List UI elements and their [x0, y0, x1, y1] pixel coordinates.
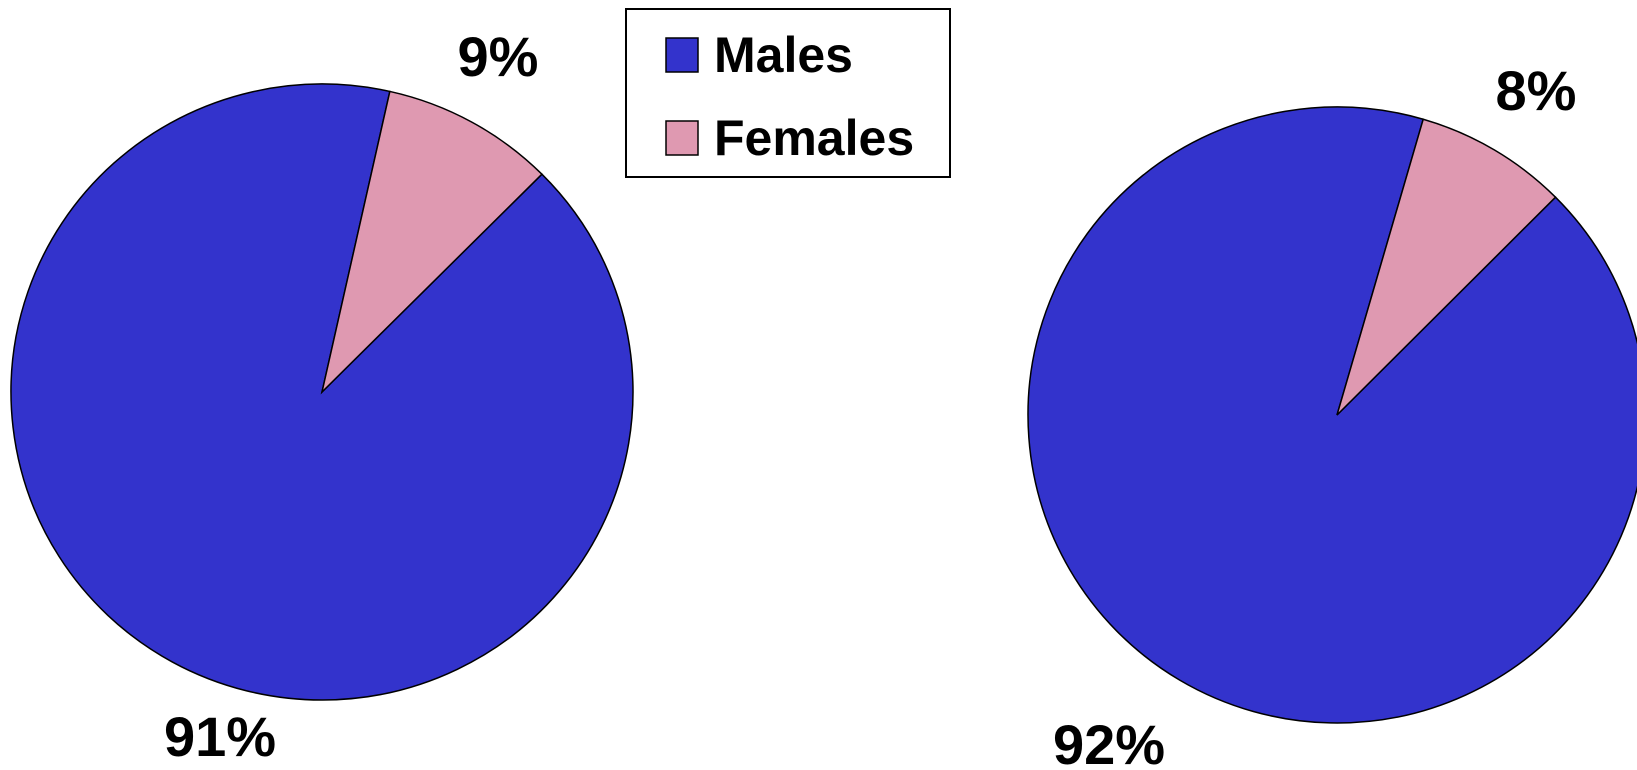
- pie-slice-females-left: [320, 90, 543, 395]
- pie-slice-females-right: [1336, 118, 1557, 416]
- legend: Males Females: [625, 8, 951, 178]
- legend-label-females: Females: [714, 110, 914, 166]
- legend-swatch-males: [665, 37, 699, 73]
- pie-label-males-left: 91%: [164, 705, 276, 768]
- pie-label-females-left: 9%: [458, 25, 539, 88]
- pie-label-males-right: 92%: [1053, 713, 1165, 770]
- pie-chart-left: 9% 91%: [10, 25, 634, 768]
- pie-label-females-right: 8%: [1496, 59, 1577, 122]
- legend-swatch-females: [665, 120, 699, 156]
- pie-chart-right: 8% 92%: [1027, 59, 1637, 770]
- pie-slice-males-right: [1027, 106, 1637, 724]
- legend-label-males: Males: [714, 27, 853, 83]
